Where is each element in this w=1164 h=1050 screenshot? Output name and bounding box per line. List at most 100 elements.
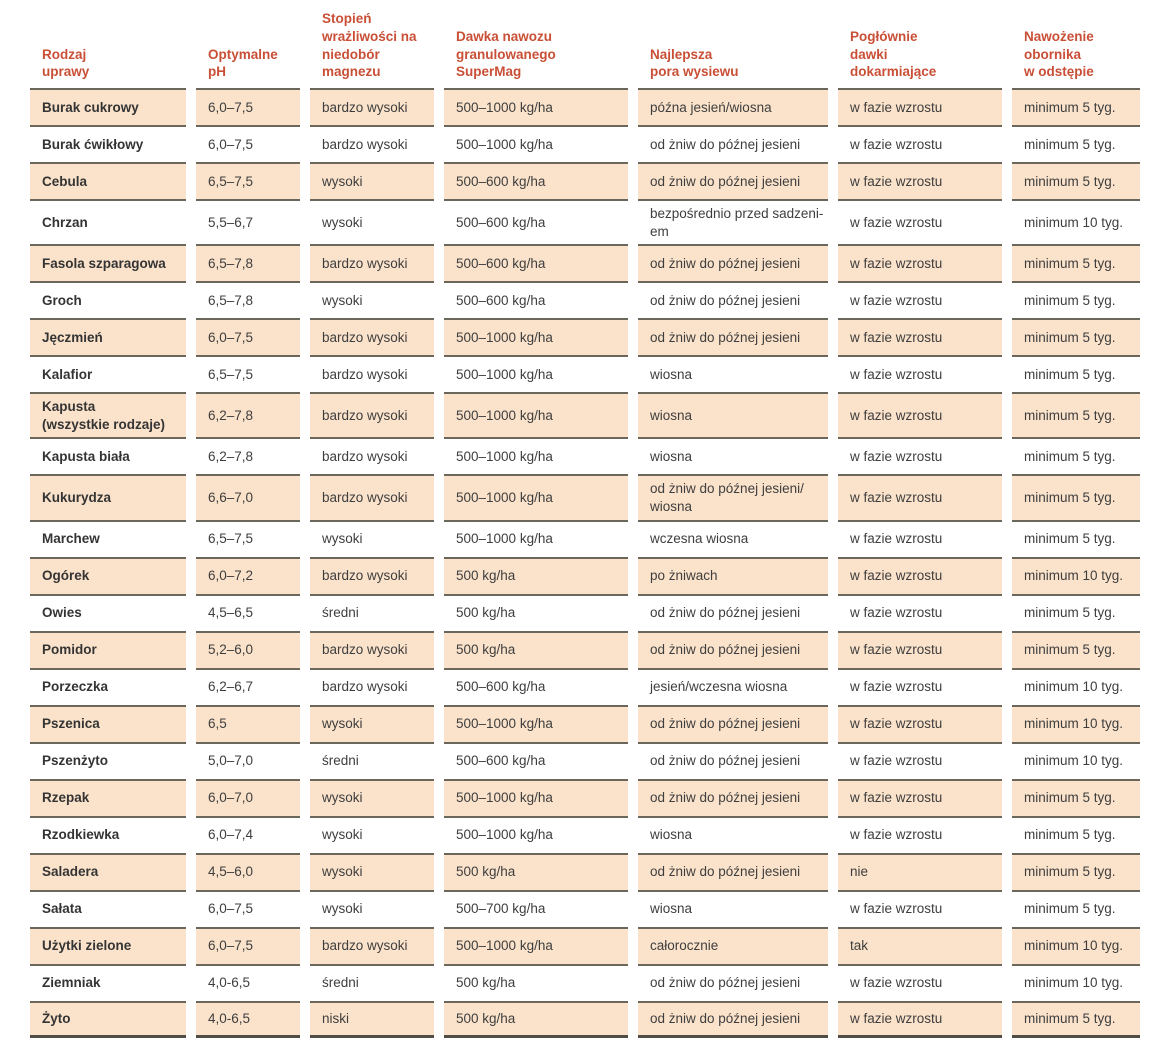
cell-sowing: od żniw do późnej jesieni xyxy=(638,318,828,356)
table-row: Rzodkiewka 6,0–7,4 wysoki 500–1000 kg/ha… xyxy=(30,815,1140,853)
cell-crop: Burak ćwikłowy xyxy=(30,125,186,162)
cell-dose: 500 kg/ha xyxy=(444,963,628,1001)
cell-sensitivity: wysoki xyxy=(310,778,434,816)
cell-crop: Pszenica xyxy=(30,704,186,742)
table-row: Burak ćwikłowy 6,0–7,5 bardzo wysoki 500… xyxy=(30,125,1140,162)
cell-ph: 6,0–7,5 xyxy=(196,88,300,126)
cell-manure: minimum 5 tyg. xyxy=(1012,593,1140,631)
cell-manure: minimum 5 tyg. xyxy=(1012,437,1140,474)
cell-manure: minimum 5 tyg. xyxy=(1012,125,1140,162)
table-row: Ogórek 6,0–7,2 bardzo wysoki 500 kg/ha p… xyxy=(30,556,1140,594)
cell-sowing: jesień/wczesna wiosna xyxy=(638,667,828,705)
table-row: Chrzan 5,5–6,7 wysoki 500–600 kg/ha bezp… xyxy=(30,199,1140,244)
table-row: Kalafior 6,5–7,5 bardzo wysoki 500–1000 … xyxy=(30,355,1140,392)
cell-dose: 500–600 kg/ha xyxy=(444,162,628,200)
cell-crop: Porzeczka xyxy=(30,667,186,705)
cell-crop: Kapusta biała xyxy=(30,437,186,474)
cell-ph: 5,0–7,0 xyxy=(196,741,300,779)
cell-topdress: w fazie wzrostu xyxy=(838,593,1002,631)
cell-sensitivity: bardzo wysoki xyxy=(310,318,434,356)
cell-ph: 5,5–6,7 xyxy=(196,199,300,244)
cell-sensitivity: bardzo wysoki xyxy=(310,437,434,474)
cell-topdress: w fazie wzrostu xyxy=(838,88,1002,126)
cell-dose: 500 kg/ha xyxy=(444,1000,628,1038)
cell-sensitivity: wysoki xyxy=(310,199,434,244)
cell-topdress: w fazie wzrostu xyxy=(838,778,1002,816)
cell-ph: 6,5–7,5 xyxy=(196,519,300,557)
cell-ph: 6,5–7,5 xyxy=(196,162,300,200)
cell-ph: 6,0–7,4 xyxy=(196,815,300,853)
cell-sensitivity: średni xyxy=(310,741,434,779)
cell-ph: 4,5–6,0 xyxy=(196,852,300,890)
cell-crop: Marchew xyxy=(30,519,186,557)
cell-sensitivity: bardzo wysoki xyxy=(310,556,434,594)
cell-crop: Rzodkiewka xyxy=(30,815,186,853)
cell-topdress: tak xyxy=(838,926,1002,964)
cell-topdress: w fazie wzrostu xyxy=(838,519,1002,557)
cell-manure: minimum 10 tyg. xyxy=(1012,963,1140,1001)
table-row: Sałata 6,0–7,5 wysoki 500–700 kg/ha wios… xyxy=(30,889,1140,927)
cell-sensitivity: średni xyxy=(310,963,434,1001)
table-header-row: Rodzaj uprawy Optymalne pH Stopień wrażl… xyxy=(30,10,1140,88)
cell-sowing: od żniw do późnej jesieni xyxy=(638,630,828,668)
cell-dose: 500–1000 kg/ha xyxy=(444,815,628,853)
cell-crop: Owies xyxy=(30,593,186,631)
cell-crop: Cebula xyxy=(30,162,186,200)
cell-manure: minimum 5 tyg. xyxy=(1012,281,1140,318)
cell-manure: minimum 10 tyg. xyxy=(1012,741,1140,779)
cell-manure: minimum 5 tyg. xyxy=(1012,519,1140,557)
table-row: Marchew 6,5–7,5 wysoki 500–1000 kg/ha wc… xyxy=(30,519,1140,557)
cell-crop: Sałata xyxy=(30,889,186,927)
cell-topdress: w fazie wzrostu xyxy=(838,244,1002,282)
cell-crop: Groch xyxy=(30,281,186,318)
cell-dose: 500–1000 kg/ha xyxy=(444,519,628,557)
cell-sowing: od żniw do późnej jesieni xyxy=(638,704,828,742)
cell-dose: 500–1000 kg/ha xyxy=(444,926,628,964)
cell-crop: Pszenżyto xyxy=(30,741,186,779)
cell-dose: 500–600 kg/ha xyxy=(444,741,628,779)
cell-sensitivity: średni xyxy=(310,593,434,631)
cell-sowing: bezpośrednio przed sadzeni- em xyxy=(638,199,828,244)
table-row: Żyto 4,0-6,5 niski 500 kg/ha od żniw do … xyxy=(30,1000,1140,1038)
column-header-topdress: Pogłównie dawki dokarmiające xyxy=(850,28,937,80)
table-row: Rzepak 6,0–7,0 wysoki 500–1000 kg/ha od … xyxy=(30,778,1140,816)
table-body: Burak cukrowy 6,0–7,5 bardzo wysoki 500–… xyxy=(30,88,1140,1038)
table-row: Porzeczka 6,2–6,7 bardzo wysoki 500–600 … xyxy=(30,667,1140,705)
cell-manure: minimum 10 tyg. xyxy=(1012,667,1140,705)
cell-topdress: w fazie wzrostu xyxy=(838,125,1002,162)
cell-manure: minimum 5 tyg. xyxy=(1012,889,1140,927)
cell-topdress: w fazie wzrostu xyxy=(838,281,1002,318)
cell-topdress: w fazie wzrostu xyxy=(838,556,1002,594)
cell-manure: minimum 10 tyg. xyxy=(1012,199,1140,244)
cell-crop: Kalafior xyxy=(30,355,186,392)
cell-crop: Użytki zielone xyxy=(30,926,186,964)
cell-dose: 500–1000 kg/ha xyxy=(444,355,628,392)
cell-sowing: od żniw do późnej jesieni xyxy=(638,1000,828,1038)
cell-crop: Kapusta (wszystkie rodzaje) xyxy=(30,392,186,438)
cell-dose: 500–1000 kg/ha xyxy=(444,318,628,356)
cell-dose: 500 kg/ha xyxy=(444,630,628,668)
cell-manure: minimum 5 tyg. xyxy=(1012,1000,1140,1038)
table-row: Groch 6,5–7,8 wysoki 500–600 kg/ha od żn… xyxy=(30,281,1140,318)
cell-ph: 6,5 xyxy=(196,704,300,742)
cell-crop: Jęczmień xyxy=(30,318,186,356)
cell-ph: 4,5–6,5 xyxy=(196,593,300,631)
table-row: Kapusta (wszystkie rodzaje) 6,2–7,8 bard… xyxy=(30,392,1140,438)
cell-sowing: od żniw do późnej jesieni xyxy=(638,125,828,162)
cell-ph: 6,2–7,8 xyxy=(196,437,300,474)
cell-ph: 6,2–6,7 xyxy=(196,667,300,705)
cell-dose: 500–1000 kg/ha xyxy=(444,474,628,520)
cell-sensitivity: niski xyxy=(310,1000,434,1038)
cell-sensitivity: bardzo wysoki xyxy=(310,392,434,438)
cell-crop: Pomidor xyxy=(30,630,186,668)
cell-ph: 4,0-6,5 xyxy=(196,1000,300,1038)
cell-manure: minimum 5 tyg. xyxy=(1012,852,1140,890)
cell-dose: 500–600 kg/ha xyxy=(444,667,628,705)
cell-dose: 500–1000 kg/ha xyxy=(444,778,628,816)
table-row: Pszenica 6,5 wysoki 500–1000 kg/ha od żn… xyxy=(30,704,1140,742)
cell-ph: 6,6–7,0 xyxy=(196,474,300,520)
table-row: Cebula 6,5–7,5 wysoki 500–600 kg/ha od ż… xyxy=(30,162,1140,200)
cell-sensitivity: wysoki xyxy=(310,889,434,927)
cell-dose: 500 kg/ha xyxy=(444,593,628,631)
cell-sowing: wiosna xyxy=(638,437,828,474)
